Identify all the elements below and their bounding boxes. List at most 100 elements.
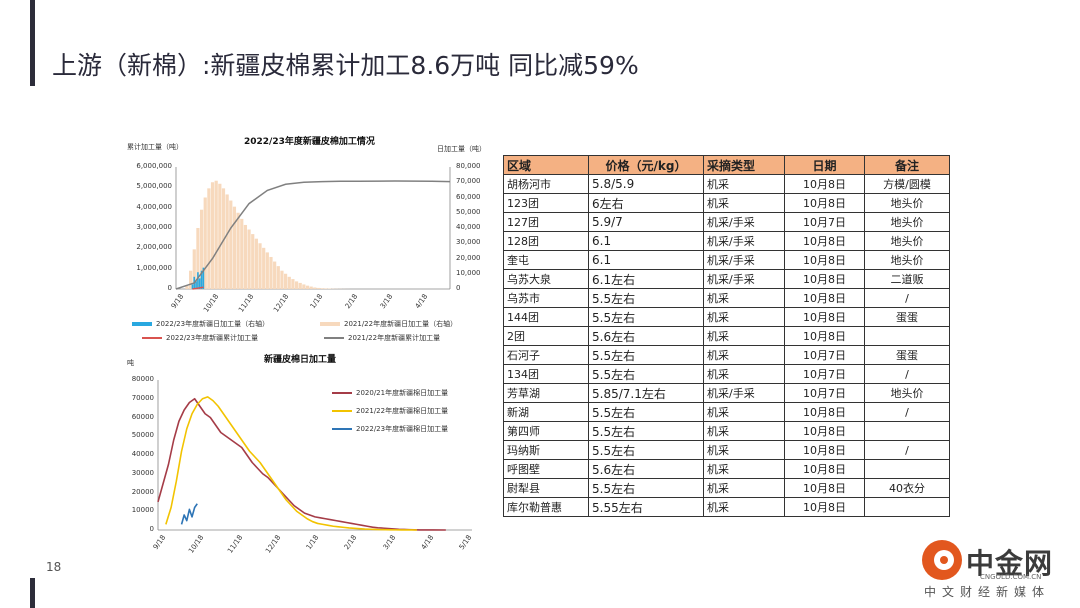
logo-mark-icon bbox=[922, 540, 962, 580]
cell-date: 10月8日 bbox=[784, 174, 865, 194]
chart1-bar-2021-daily bbox=[284, 273, 288, 289]
table-row: 乌苏市 5.5左右 机采 10月8日 / bbox=[503, 288, 950, 308]
cell-picking-type: 机采 bbox=[703, 326, 785, 346]
cell-remark bbox=[864, 326, 950, 346]
cell-date: 10月8日 bbox=[784, 288, 865, 308]
table-row: 芳草湖 5.85/7.1左右 机采/手采 10月7日 地头价 bbox=[503, 383, 950, 403]
chart1-bar-2021-daily bbox=[189, 270, 193, 289]
cell-picking-type: 机采 bbox=[703, 459, 785, 479]
cell-price: 5.8/5.9 bbox=[588, 174, 704, 194]
cell-price: 6.1左右 bbox=[588, 269, 704, 289]
chart1-bar-2021-daily bbox=[291, 279, 295, 289]
cell-date: 10月8日 bbox=[784, 307, 865, 327]
cell-remark: 地头价 bbox=[864, 231, 950, 251]
cell-picking-type: 机采 bbox=[703, 402, 785, 422]
chart2-y-tick: 80000 bbox=[131, 375, 154, 383]
cell-region: 128团 bbox=[503, 231, 589, 251]
chart1-bar-2021-daily bbox=[294, 281, 299, 289]
chart1-bar-2021-daily bbox=[243, 224, 248, 289]
cell-picking-type: 机采 bbox=[703, 345, 785, 365]
chart2-line-2021 bbox=[165, 396, 418, 531]
chart2-legend-2020: 2020/21年度新疆棉日加工量 bbox=[332, 388, 448, 398]
cell-price: 6.1 bbox=[588, 250, 704, 270]
cell-region: 芳草湖 bbox=[503, 383, 589, 403]
table-row: 134团 5.5左右 机采 10月7日 / bbox=[503, 364, 950, 384]
cell-price: 5.5左右 bbox=[588, 402, 704, 422]
chart1-legend-2022-daily: 2022/23年度新疆日加工量（右轴） bbox=[132, 319, 269, 329]
chart1-line-2022-cumulative bbox=[192, 286, 204, 290]
cell-date: 10月8日 bbox=[784, 478, 865, 498]
legend-swatch-2022-cumulative bbox=[142, 337, 162, 339]
chart1-bar-2022-daily bbox=[195, 281, 197, 289]
cell-price: 5.5左右 bbox=[588, 421, 704, 441]
cell-region: 石河子 bbox=[503, 345, 589, 365]
table-row: 新湖 5.5左右 机采 10月8日 / bbox=[503, 402, 950, 422]
cell-remark: 地头价 bbox=[864, 383, 950, 403]
cell-picking-type: 机采 bbox=[703, 174, 785, 194]
chart1-right-tick: 20,000 bbox=[456, 253, 481, 262]
chart2-y-axis-title: 吨 bbox=[127, 359, 134, 367]
cell-date: 10月8日 bbox=[784, 497, 865, 517]
table-row: 玛纳斯 5.5左右 机采 10月8日 / bbox=[503, 440, 950, 460]
logo-url: CNGOLD.COM.CN bbox=[980, 573, 1042, 581]
table-row: 144团 5.5左右 机采 10月8日 蛋蛋 bbox=[503, 307, 950, 327]
cell-date: 10月7日 bbox=[784, 383, 865, 403]
cell-remark: / bbox=[864, 440, 950, 460]
cell-remark: 40衣分 bbox=[864, 478, 950, 498]
chart2-y-tick: 30000 bbox=[131, 468, 154, 477]
chart1-right-tick: 70,000 bbox=[456, 177, 481, 186]
chart1-bar-2022-daily bbox=[202, 267, 205, 289]
table-row: 第四师 5.5左右 机采 10月8日 bbox=[503, 421, 950, 441]
legend-swatch-2021 bbox=[332, 410, 352, 412]
chart1-left-tick: 2,000,000 bbox=[136, 243, 172, 252]
chart2-y-tick: 50000 bbox=[131, 431, 154, 440]
table-row: 库尔勒普惠 5.55左右 机采 10月8日 bbox=[503, 497, 950, 517]
chart1-bar-2021-daily bbox=[258, 243, 262, 289]
cell-remark bbox=[864, 497, 950, 517]
chart1-left-tick: 0 bbox=[167, 284, 172, 292]
cell-remark: 蛋蛋 bbox=[864, 307, 950, 327]
chart1-right-tick: 30,000 bbox=[456, 238, 481, 247]
chart1-left-tick: 4,000,000 bbox=[136, 202, 172, 211]
cell-remark: 方模/圆模 bbox=[864, 174, 950, 194]
legend-swatch-2022-daily bbox=[132, 322, 152, 326]
chart2-title: 新疆皮棉日加工量 bbox=[264, 355, 337, 365]
table-row: 乌苏大泉 6.1左右 机采/手采 10月8日 二道贩 bbox=[503, 269, 950, 289]
cell-price: 5.5左右 bbox=[588, 307, 704, 327]
cell-remark: / bbox=[864, 402, 950, 422]
cell-price: 5.5左右 bbox=[588, 478, 704, 498]
chart1-bar-2021-daily bbox=[251, 234, 255, 289]
chart1-bar-2021-daily bbox=[207, 188, 211, 289]
cell-date: 10月8日 bbox=[784, 269, 865, 289]
chart1-left-tick: 5,000,000 bbox=[136, 182, 172, 191]
cell-price: 5.5左右 bbox=[588, 364, 704, 384]
cell-date: 10月7日 bbox=[784, 345, 865, 365]
cell-region: 胡杨河市 bbox=[503, 174, 589, 194]
header-picking-type: 采摘类型 bbox=[703, 155, 785, 175]
table-row: 128团 6.1 机采/手采 10月8日 地头价 bbox=[503, 231, 950, 251]
cell-date: 10月8日 bbox=[784, 193, 865, 213]
cell-remark: 地头价 bbox=[864, 212, 950, 232]
table-header-row: 区域 价格（元/kg） 采摘类型 日期 备注 bbox=[503, 155, 950, 175]
chart1-bar-2021-daily bbox=[265, 252, 269, 289]
chart1-bar-2021-daily bbox=[298, 282, 302, 289]
chart1-bar-2021-daily bbox=[247, 229, 251, 289]
cell-price: 5.85/7.1左右 bbox=[588, 383, 704, 403]
header-region: 区域 bbox=[503, 155, 589, 175]
chart1-bar-2021-daily bbox=[320, 288, 324, 289]
cell-picking-type: 机采/手采 bbox=[703, 212, 785, 232]
chart1-bar-2021-daily bbox=[210, 182, 215, 289]
cell-region: 144团 bbox=[503, 307, 589, 327]
cell-region: 127团 bbox=[503, 212, 589, 232]
cell-region: 新湖 bbox=[503, 402, 589, 422]
cell-picking-type: 机采/手采 bbox=[703, 269, 785, 289]
chart1-bar-2021-daily bbox=[218, 183, 222, 289]
chart2-y-tick: 20000 bbox=[131, 487, 154, 496]
chart1-right-tick: 0 bbox=[456, 284, 461, 292]
cell-region: 乌苏市 bbox=[503, 288, 589, 308]
chart1-bar-2021-daily bbox=[280, 270, 284, 289]
cell-date: 10月8日 bbox=[784, 421, 865, 441]
cell-price: 5.55左右 bbox=[588, 497, 704, 517]
chart2-y-tick: 60000 bbox=[131, 412, 154, 421]
